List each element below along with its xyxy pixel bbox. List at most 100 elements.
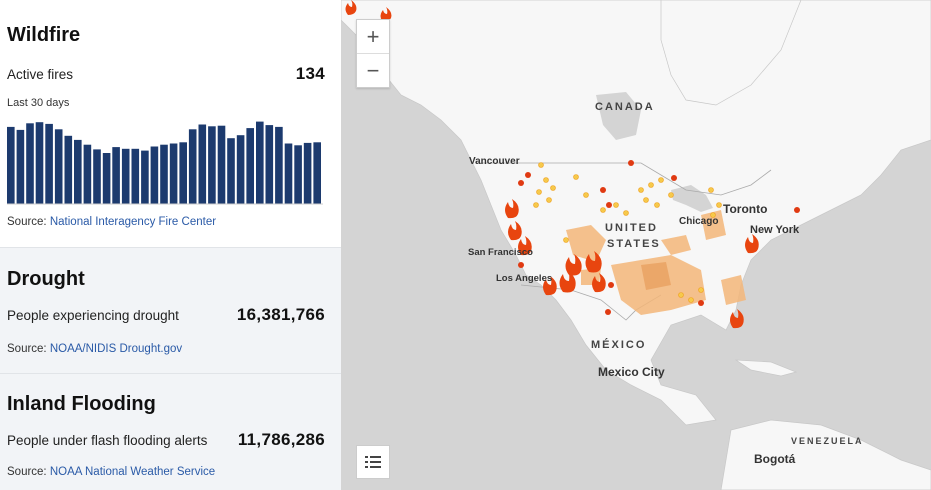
fire-icon <box>565 254 582 276</box>
label-mexico-city: Mexico City <box>598 365 665 379</box>
fire-icon <box>345 0 357 15</box>
fire-icon <box>730 309 744 329</box>
wildfire-bar <box>26 123 34 204</box>
wildfire-bar <box>141 150 149 204</box>
period-label: Last 30 days <box>7 97 70 109</box>
flooding-panel: Inland Flooding People under flash flood… <box>0 373 341 490</box>
active-fires-label: Active fires <box>7 67 74 82</box>
north-america-land <box>341 0 931 426</box>
wildfire-bar <box>54 129 63 204</box>
hudson-bay <box>596 92 641 140</box>
fire-icon <box>505 199 519 219</box>
wildfire-bar <box>83 144 92 204</box>
wildfire-bar <box>169 143 178 204</box>
wildfire-bar <box>303 142 312 204</box>
wildfire-bar <box>294 145 302 204</box>
drought-title: Drought <box>7 268 85 290</box>
wildfire-panel: Wildfire Active fires 134 Last 30 days S… <box>0 0 341 247</box>
wildfire-bar <box>45 123 53 204</box>
source-prefix: Source: <box>7 466 47 478</box>
flooding-label: People under flash flooding alerts <box>7 433 208 448</box>
cuba-land <box>734 359 798 377</box>
wildfire-bar <box>179 142 187 204</box>
label-bogota: Bogotá <box>754 452 796 466</box>
source-prefix: Source: <box>7 343 47 355</box>
fire-icon <box>543 276 557 296</box>
wildfire-bar <box>198 124 207 204</box>
fire-icon <box>518 236 532 256</box>
wildfire-metric: Active fires 134 <box>7 64 325 84</box>
us-canada-border <box>476 162 772 196</box>
wildfire-bar <box>121 148 130 204</box>
wildfire-bar <box>150 146 159 204</box>
wildfire-bar <box>227 138 235 204</box>
wildfire-bar <box>102 153 111 204</box>
wildfire-bar <box>284 143 293 204</box>
drought-value: 16,381,766 <box>236 305 325 324</box>
wildfire-title: Wildfire <box>7 24 81 46</box>
legend-button[interactable] <box>356 445 390 479</box>
fire-icon <box>745 234 759 254</box>
wildfire-bar <box>160 144 168 204</box>
drought-panel: Drought People experiencing drought 16,3… <box>0 247 341 373</box>
source-prefix: Source: <box>7 216 47 228</box>
drought-source: Source: NOAA/NIDIS Drought.gov <box>7 343 182 355</box>
wildfire-bar <box>7 126 15 204</box>
zoom-control: + − <box>356 19 390 88</box>
hazard-map[interactable]: CANADA UNITED STATES MÉXICO VENEZUELA Va… <box>341 0 931 490</box>
label-venezuela: VENEZUELA <box>791 436 864 446</box>
fire-icons[interactable] <box>345 0 759 329</box>
zoom-out-button[interactable]: − <box>357 53 389 87</box>
fire-icon <box>585 251 602 273</box>
label-vancouver: Vancouver <box>469 156 520 167</box>
wildfire-source-link[interactable]: National Interagency Fire Center <box>49 216 217 228</box>
wildfire-bar <box>112 147 120 204</box>
wildfire-bar <box>313 142 321 204</box>
active-fires-value: 134 <box>295 64 325 83</box>
wildfire-bar <box>74 139 82 204</box>
fire-icon <box>508 221 522 241</box>
wildfire-bar <box>208 126 216 204</box>
flooding-source-link[interactable]: NOAA National Weather Service <box>49 466 216 478</box>
sidebar: Wildfire Active fires 134 Last 30 days S… <box>0 0 341 490</box>
south-america-land <box>720 419 931 490</box>
fire-incidents[interactable] <box>518 160 800 315</box>
flooding-source: Source: NOAA National Weather Service <box>7 466 215 478</box>
drought-label: People experiencing drought <box>7 308 179 323</box>
wildfire-bar <box>131 148 140 204</box>
greenland-land <box>660 0 802 106</box>
label-san-francisco: San Francisco <box>468 247 533 258</box>
wildfire-bar <box>93 149 101 204</box>
zoom-in-button[interactable]: + <box>366 23 380 49</box>
wildfire-bar <box>275 126 283 204</box>
label-canada: CANADA <box>595 101 655 113</box>
legend-list-icon <box>365 456 381 468</box>
flooding-value: 11,786,286 <box>237 430 325 449</box>
wildfire-bar <box>35 122 44 204</box>
flooding-title: Inland Flooding <box>7 393 156 415</box>
flooding-metric: People under flash flooding alerts 11,78… <box>7 430 325 450</box>
wildfire-bar <box>217 125 226 204</box>
label-states: STATES <box>607 238 661 250</box>
label-chicago: Chicago <box>679 216 719 227</box>
label-new-york: New York <box>750 224 800 236</box>
fire-icon <box>380 7 392 22</box>
fire-icon <box>559 271 576 293</box>
label-mexico: MÉXICO <box>591 339 647 351</box>
fire-icon <box>592 273 606 293</box>
drought-metric: People experiencing drought 16,381,766 <box>7 305 325 325</box>
map-canvas[interactable] <box>341 0 931 490</box>
wildfire-bar-chart <box>7 121 323 205</box>
label-united: UNITED <box>605 222 658 234</box>
wildfire-bar <box>256 121 264 204</box>
drought-source-link[interactable]: NOAA/NIDIS Drought.gov <box>49 343 183 355</box>
label-toronto: Toronto <box>723 202 768 216</box>
wildfire-source: Source: National Interagency Fire Center <box>7 216 216 228</box>
great-lakes <box>671 185 713 212</box>
wildfire-bar <box>64 135 73 204</box>
fire-points[interactable] <box>533 162 722 303</box>
label-los-angeles: Los Angeles <box>496 273 553 284</box>
wildfire-bar <box>188 129 197 204</box>
wildfire-bar <box>246 128 254 204</box>
wildfire-bar <box>265 125 274 204</box>
